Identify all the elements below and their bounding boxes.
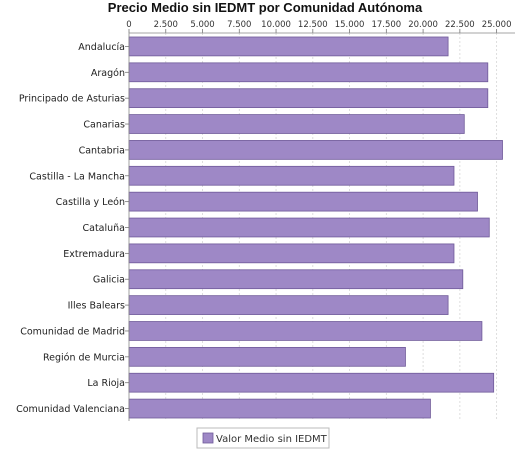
bar[interactable] xyxy=(128,62,489,83)
x-tick-label: 22.500 xyxy=(445,20,475,30)
category-label: Cantabria xyxy=(79,145,125,156)
bar[interactable] xyxy=(128,346,406,367)
axes xyxy=(125,29,515,421)
category-label: Illes Balears xyxy=(68,301,125,312)
x-tick-label: 10.000 xyxy=(261,20,291,30)
bar[interactable] xyxy=(128,321,483,341)
x-tick-label: 15.000 xyxy=(335,20,365,30)
x-tick-label: 5.000 xyxy=(190,20,214,30)
legend[interactable]: Valor Medio sin IEDMT xyxy=(196,427,330,449)
legend-label: Valor Medio sin IEDMT xyxy=(216,434,328,445)
bar[interactable] xyxy=(128,165,455,186)
bar[interactable] xyxy=(128,217,490,238)
legend-swatch xyxy=(202,432,214,444)
x-tick-label: 20.000 xyxy=(408,20,438,30)
category-label: Canarias xyxy=(83,120,125,131)
chart-title: Precio Medio sin IEDMT por Comunidad Aut… xyxy=(108,0,423,15)
category-label: Extremadura xyxy=(63,249,125,260)
category-label: Castilla y León xyxy=(56,197,125,208)
x-tick-labels: 0 2.500 5.000 7.500 10.000 12.500 15.000 17.500… xyxy=(126,20,511,30)
category-label: Comunidad Valenciana xyxy=(16,404,125,415)
bars xyxy=(128,36,503,419)
bar[interactable] xyxy=(128,191,478,212)
category-labels: Andalucía Aragón Principado de Asturias Can… xyxy=(16,42,125,415)
bar[interactable] xyxy=(128,114,465,134)
category-label: Aragón xyxy=(91,68,125,79)
bar[interactable] xyxy=(128,398,431,419)
bar[interactable] xyxy=(128,243,455,264)
bar[interactable] xyxy=(128,295,449,315)
x-tick-label: 17.500 xyxy=(371,20,401,30)
category-label: Región de Murcia xyxy=(43,352,125,363)
bar[interactable] xyxy=(128,372,495,393)
category-label: Andalucía xyxy=(78,42,125,53)
category-label: Comunidad de Madrid xyxy=(20,326,125,337)
x-tick-label: 0 xyxy=(126,20,131,30)
category-label: Cataluña xyxy=(82,223,125,234)
bar[interactable] xyxy=(128,140,503,160)
x-tick-label: 25.000 xyxy=(482,20,512,30)
category-label: Castilla - La Mancha xyxy=(29,171,125,182)
category-label: Galicia xyxy=(93,275,125,286)
bar[interactable] xyxy=(128,88,489,109)
category-label: Principado de Asturias xyxy=(19,94,125,105)
x-tick-label: 12.500 xyxy=(298,20,328,30)
x-tick-label: 7.500 xyxy=(227,20,251,30)
bar[interactable] xyxy=(128,36,449,57)
x-tick-label: 2.500 xyxy=(154,20,178,30)
category-label: La Rioja xyxy=(87,378,125,389)
legend-box xyxy=(196,427,330,449)
bar[interactable] xyxy=(128,269,464,290)
